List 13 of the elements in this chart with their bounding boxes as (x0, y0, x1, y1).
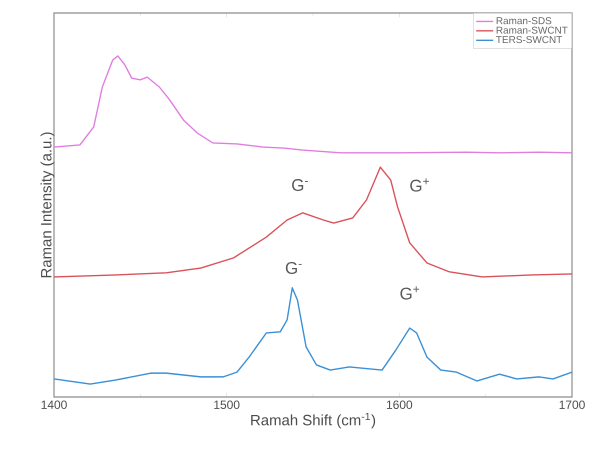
x-tick-label: 1500 (214, 400, 240, 409)
x-axis-title: Ramah Shift (cm$^{-1}$) (251, 412, 376, 428)
annotation: G$^{+}$ (410, 178, 429, 192)
x-tick-label: 1600 (386, 400, 412, 409)
x-tick-label: 1400 (42, 400, 67, 409)
legend-label: TERS-SWCNT (496, 36, 562, 44)
annotation: G$^{+}$ (400, 286, 420, 300)
legend-label: Raman-SWCNT (496, 26, 568, 34)
annotation: G$^{-}$ (292, 179, 308, 192)
legend-label: Raman-SDS (496, 17, 552, 24)
y-axis-title: Raman Intensity (a.u.) (40, 132, 54, 278)
x-tick-label: 1700 (560, 400, 585, 409)
annotation: G$^{-}$ (286, 262, 302, 274)
